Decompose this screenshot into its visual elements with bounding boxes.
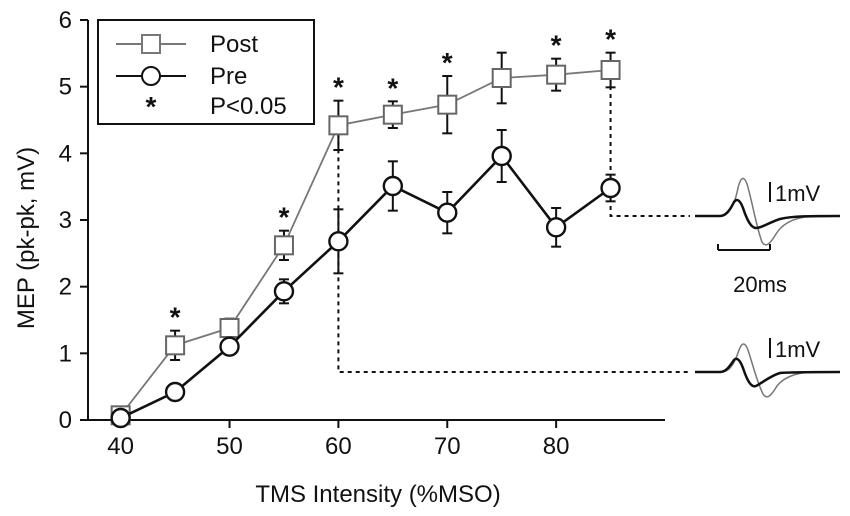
x-tick-label: 40 bbox=[107, 433, 134, 460]
pre-data-point bbox=[273, 281, 295, 302]
x-axis-title: TMS Intensity (%MSO) bbox=[255, 481, 500, 508]
y-tick-label: 6 bbox=[59, 7, 72, 34]
post-data-point bbox=[165, 335, 186, 356]
pre-series-line bbox=[120, 154, 612, 420]
inset-85-post-trace bbox=[695, 177, 841, 246]
legend-sig-symbol: * bbox=[146, 91, 157, 122]
legend-box bbox=[97, 19, 315, 125]
legend-pre-label: Pre bbox=[210, 63, 247, 90]
significance-asterisk: * bbox=[279, 202, 290, 233]
inset-85-pre-trace bbox=[695, 198, 841, 230]
connector-trace-85 bbox=[609, 70, 690, 217]
y-tick-label: 2 bbox=[59, 274, 72, 301]
inset-60-amp-label: 1mV bbox=[775, 337, 821, 362]
y-tick-label: 0 bbox=[59, 407, 72, 434]
inset-trace-85: 1mV 20ms bbox=[695, 177, 841, 297]
post-data-point bbox=[328, 115, 349, 136]
y-tick-label: 4 bbox=[59, 140, 72, 167]
post-data-point bbox=[600, 60, 621, 80]
connector-trace-60 bbox=[337, 125, 690, 373]
post-data-point bbox=[382, 104, 403, 125]
pre-data-point bbox=[219, 336, 240, 357]
pre-data-point bbox=[382, 175, 404, 197]
pre-data-point bbox=[491, 145, 512, 167]
y-tick-label: 5 bbox=[59, 74, 72, 101]
y-axis-title: MEP (pk-pk, mV) bbox=[13, 147, 40, 329]
post-data-point bbox=[546, 64, 567, 85]
significance-asterisk: * bbox=[333, 72, 344, 103]
inset-85-time-label: 20ms bbox=[733, 272, 787, 297]
pre-data-point bbox=[437, 202, 458, 223]
y-tick-label: 1 bbox=[59, 340, 72, 367]
significance-asterisk: * bbox=[387, 72, 398, 103]
inset-60-post-trace bbox=[695, 343, 840, 398]
legend-post-marker bbox=[141, 34, 161, 54]
pre-data-point bbox=[328, 231, 349, 252]
significance-asterisk: * bbox=[551, 30, 562, 61]
post-data-point bbox=[437, 94, 458, 115]
post-data-point bbox=[491, 68, 512, 88]
y-tick-label: 3 bbox=[59, 207, 72, 234]
x-tick-label: 60 bbox=[325, 433, 352, 460]
x-tick-label: 80 bbox=[543, 433, 570, 460]
legend: Post Pre * P<0.05 bbox=[97, 19, 315, 125]
significance-asterisk: * bbox=[605, 24, 616, 55]
pre-data-point bbox=[600, 177, 621, 199]
x-tick-label: 50 bbox=[216, 433, 243, 460]
post-series-line bbox=[119, 69, 611, 416]
pre-data-point bbox=[110, 407, 131, 429]
post-data-point bbox=[219, 318, 240, 338]
legend-post-label: Post bbox=[210, 31, 258, 58]
legend-sig-label: P<0.05 bbox=[210, 93, 287, 120]
legend-pre-marker bbox=[141, 66, 161, 86]
pre-data-point bbox=[164, 381, 186, 403]
pre-data-point bbox=[545, 217, 567, 238]
inset-trace-60: 1mV bbox=[695, 337, 841, 398]
inset-60-pre-trace bbox=[695, 357, 841, 388]
significance-asterisk: * bbox=[442, 47, 453, 78]
post-data-point bbox=[273, 235, 294, 256]
inset-85-amp-label: 1mV bbox=[775, 181, 821, 206]
x-tick-label: 70 bbox=[434, 433, 461, 460]
significance-asterisk: * bbox=[170, 302, 181, 333]
